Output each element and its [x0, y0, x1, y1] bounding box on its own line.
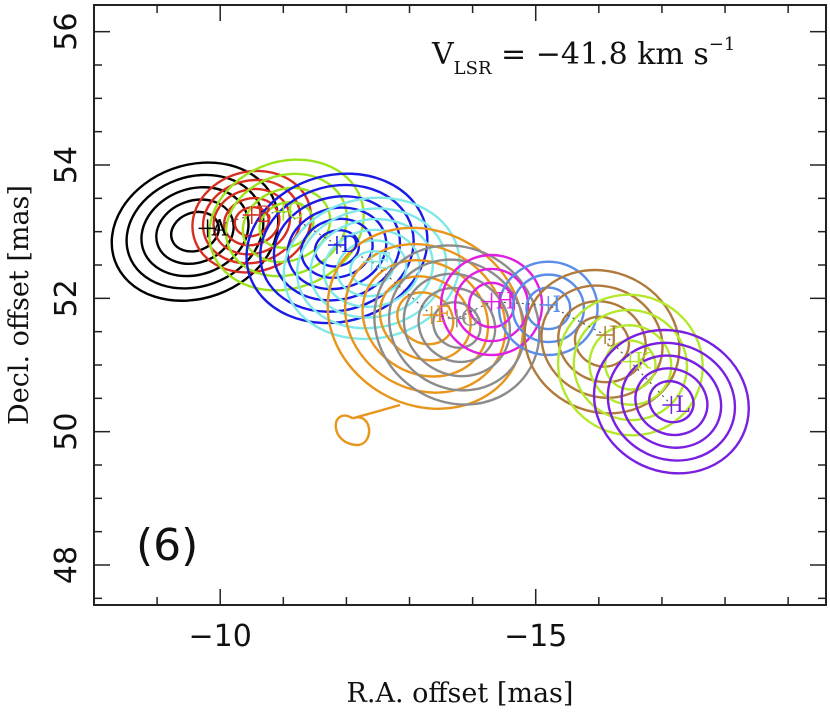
contour-d — [272, 195, 402, 302]
y-tick-label: 56 — [49, 13, 84, 51]
contour-l — [606, 341, 737, 462]
axis-ticks — [93, 5, 826, 605]
contour-j — [540, 284, 664, 399]
spot-label-i: I — [552, 293, 561, 318]
y-axis-label: Decl. offset [mas] — [4, 185, 35, 425]
contour-g — [417, 286, 497, 364]
velocity-unit-exponent: −1 — [709, 34, 736, 55]
contour-a — [155, 198, 235, 265]
contour-k — [556, 293, 704, 437]
spot-label-c: C — [287, 200, 304, 225]
contour-b — [191, 169, 313, 274]
contour-g — [373, 244, 541, 406]
contour-e — [282, 196, 461, 341]
spot-label-l: L — [675, 393, 690, 418]
contour-group-l — [592, 328, 750, 475]
contour-j — [573, 315, 631, 368]
contour-i — [525, 286, 572, 331]
contour-a — [169, 210, 220, 253]
contour-group-a — [110, 161, 280, 302]
contour-group-j — [523, 268, 681, 415]
contour-group-i — [497, 260, 599, 357]
contour-l — [620, 354, 723, 449]
spot-label-a: A — [211, 216, 229, 241]
velocity-annotation: VLSR = −41.8 km s−1 — [431, 34, 735, 79]
contour-h — [453, 267, 530, 343]
maser-contours — [110, 158, 750, 475]
contour-b — [233, 205, 270, 238]
y-tick-label: 52 — [49, 279, 84, 317]
spot-label-d: D — [341, 233, 359, 258]
spot-label-f: F — [436, 303, 451, 328]
contour-g — [387, 258, 526, 392]
contour-f — [361, 258, 490, 378]
spot-label-e: E — [376, 250, 392, 275]
contour-l — [648, 379, 695, 424]
contour-f — [343, 242, 507, 394]
axis-tick-labels: −10 −15 48 50 52 54 56 — [49, 13, 567, 654]
spot-label-g: G — [461, 306, 479, 331]
velocity-value: = −41.8 km s — [492, 37, 709, 72]
x-tick-label: −15 — [504, 619, 567, 654]
spot-markers: A B C DE F GH I JKL — [198, 200, 690, 418]
contour-i — [497, 260, 599, 357]
contour-i — [511, 273, 586, 344]
contour-l — [592, 328, 750, 475]
spot-label-h: H — [496, 290, 515, 315]
contour-f-tail — [334, 403, 401, 447]
contour-k — [588, 324, 673, 406]
spot-label-j: J — [607, 323, 618, 348]
velocity-v: V — [431, 37, 455, 72]
contour-l — [634, 367, 709, 437]
panel-label: (6) — [136, 520, 198, 571]
velocity-subscript: LSR — [454, 58, 492, 79]
y-tick-label: 48 — [49, 546, 84, 584]
contour-a — [110, 161, 280, 302]
contour-group-f — [326, 226, 525, 410]
y-tick-label: 50 — [49, 413, 84, 451]
x-axis-label: R.A. offset [mas] — [347, 678, 574, 709]
plot-frame — [93, 4, 827, 606]
y-tick-label: 54 — [49, 146, 84, 184]
spot-label-k: K — [634, 350, 651, 375]
spot-label-b: B — [256, 203, 272, 228]
x-tick-label: −10 — [189, 619, 252, 654]
